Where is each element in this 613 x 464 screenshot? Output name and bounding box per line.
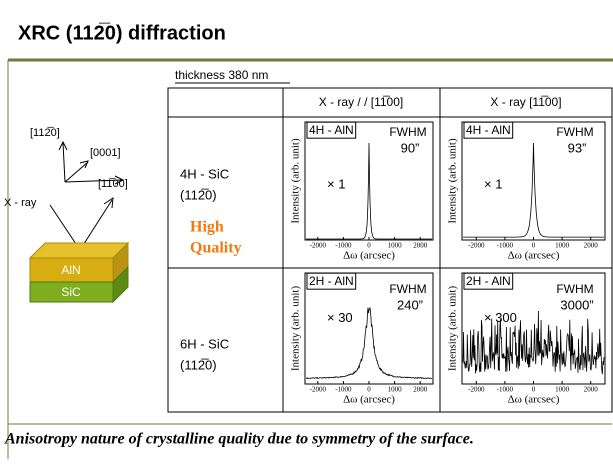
axis-label: [11̅00] xyxy=(98,178,128,190)
x-tick-label: 1000 xyxy=(388,386,403,394)
column-header: X - ray / / [11̅00] xyxy=(319,95,403,109)
panel-label: 2H - AlN xyxy=(466,274,511,288)
scale-factor: × 1 xyxy=(484,176,502,191)
x-tick-label: 0 xyxy=(367,386,371,394)
fwhm-value: 3000” xyxy=(560,297,593,312)
row-plane: (112̅0) xyxy=(180,357,217,372)
axis-label: [0001] xyxy=(90,147,121,159)
x-axis-label: Δω (arcsec) xyxy=(343,250,395,262)
scale-factor: × 300 xyxy=(484,310,517,325)
x-tick-label: 2000 xyxy=(413,242,428,250)
beam-label: X - ray xyxy=(4,197,37,209)
quality-note: Quality xyxy=(190,240,242,257)
table-grid xyxy=(167,87,613,413)
scale-factor: × 1 xyxy=(327,176,345,191)
y-axis-label: Intensity (arb. unit) xyxy=(447,138,459,224)
xrc-curve xyxy=(463,142,604,238)
x-tick-label: 1000 xyxy=(388,242,403,250)
fwhm-value: 93” xyxy=(568,140,587,155)
column-header: X - ray [11̅00] xyxy=(490,95,561,109)
xrc-curve xyxy=(462,310,605,375)
fwhm-label: FWHM xyxy=(556,282,593,296)
fwhm-label: FWHM xyxy=(556,125,593,139)
x-tick-label: 1000 xyxy=(555,242,570,250)
title: XRC (112̅0) diffraction xyxy=(18,22,226,44)
fwhm-value: 240” xyxy=(397,297,423,312)
y-axis-label: Intensity (arb. unit) xyxy=(290,286,302,372)
scale-factor: × 30 xyxy=(327,310,353,325)
y-axis-label: Intensity (arb. unit) xyxy=(447,286,459,372)
x-tick-label: 2000 xyxy=(584,242,599,250)
x-tick-label: -1000 xyxy=(497,386,514,394)
axis-label: [112̅0] xyxy=(30,127,60,139)
row-sample: 6H - SiC xyxy=(180,336,229,351)
layer-label: SiC xyxy=(61,285,81,299)
x-tick-label: 0 xyxy=(367,242,371,250)
panel-label-box xyxy=(306,272,357,290)
layer-stack xyxy=(28,241,130,304)
x-tick-label: -2000 xyxy=(468,242,485,250)
panel-label-box xyxy=(463,272,514,290)
x-tick-label: 0 xyxy=(532,386,536,394)
x-tick-label: -1000 xyxy=(335,242,352,250)
x-tick-label: 2000 xyxy=(413,386,428,394)
xrc-curve xyxy=(306,142,432,240)
x-axis-label: Δω (arcsec) xyxy=(508,394,560,406)
x-tick-label: -1000 xyxy=(335,386,352,394)
footer-text: Anisotropy nature of crystalline quality… xyxy=(4,431,474,448)
quality-note: High xyxy=(190,219,224,236)
x-axis-label: Δω (arcsec) xyxy=(343,394,395,406)
x-axis-label: Δω (arcsec) xyxy=(508,250,560,262)
panel-label: 2H - AlN xyxy=(309,274,354,288)
panel-label-box xyxy=(306,121,357,139)
x-tick-label: -2000 xyxy=(310,386,327,394)
xrc-curve xyxy=(305,307,433,380)
row-sample: 4H - SiC xyxy=(180,166,229,181)
fwhm-label: FWHM xyxy=(389,125,426,139)
fwhm-value: 90” xyxy=(401,140,420,155)
panel-label: 4H - AlN xyxy=(466,123,511,137)
fwhm-label: FWHM xyxy=(389,282,426,296)
table-caption: thickness 380 nm xyxy=(175,68,268,82)
panel-label: 4H - AlN xyxy=(309,123,354,137)
x-tick-label: 1000 xyxy=(555,386,570,394)
x-tick-label: 0 xyxy=(532,242,536,250)
row-plane: (112̅0) xyxy=(180,187,217,202)
y-axis-label: Intensity (arb. unit) xyxy=(290,138,302,224)
x-tick-label: 2000 xyxy=(584,386,599,394)
x-tick-label: -1000 xyxy=(497,242,514,250)
layer-label: AlN xyxy=(61,263,80,277)
panel-label-box xyxy=(463,121,514,139)
x-tick-label: -2000 xyxy=(468,386,485,394)
x-tick-label: -2000 xyxy=(310,242,327,250)
